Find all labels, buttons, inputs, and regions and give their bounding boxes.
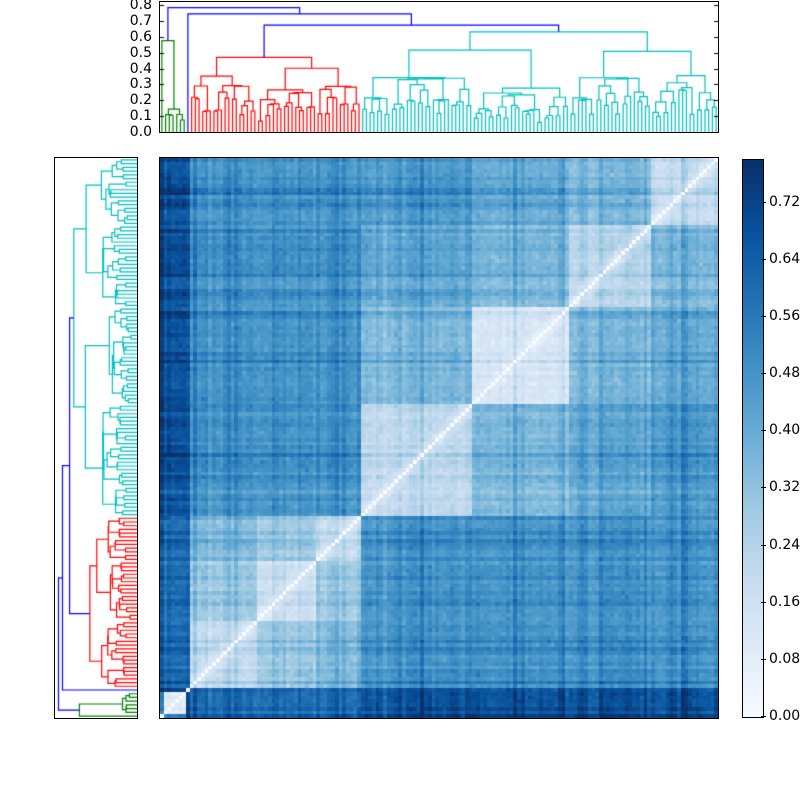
colorbar-tick-label: 0.32 bbox=[769, 479, 800, 496]
colorbar-canvas bbox=[743, 160, 763, 717]
colorbar-tick bbox=[761, 545, 766, 546]
colorbar-tick-label: 0.64 bbox=[769, 250, 800, 267]
top-dendrogram-y-axis: 0.0 0.1 0.2 0.3 0.4 0.5 0.6 0.7 0.8 bbox=[0, 0, 156, 150]
heatmap-panel bbox=[159, 157, 719, 719]
top-dendrogram-tick-label: 0.1 bbox=[129, 108, 152, 125]
top-dendrogram-tick-label: 0.7 bbox=[129, 13, 152, 30]
colorbar-tick-label: 0.40 bbox=[769, 422, 800, 439]
top-dendrogram-tick-label: 0.3 bbox=[129, 76, 152, 93]
colorbar-labels: 0.00 0.08 0.16 0.24 0.32 0.40 0.48 0.56 0.64 0.72 bbox=[769, 0, 800, 800]
colorbar-tick-label: 0.56 bbox=[769, 308, 800, 325]
colorbar-tick-label: 0.08 bbox=[769, 650, 800, 667]
top-dendrogram-tick-label: 0.5 bbox=[129, 44, 152, 61]
colorbar-tick bbox=[761, 487, 766, 488]
colorbar-tick-label: 0.48 bbox=[769, 365, 800, 382]
colorbar-panel bbox=[742, 159, 764, 718]
top-dendrogram-tick-label: 0.4 bbox=[129, 60, 152, 77]
top-dendrogram-panel bbox=[159, 1, 719, 133]
colorbar-tick-label: 0.16 bbox=[769, 593, 800, 610]
top-dendrogram-tick-label: 0.8 bbox=[129, 0, 152, 14]
top-dendrogram-tick-label: 0.6 bbox=[129, 28, 152, 45]
colorbar-tick-label: 0.72 bbox=[769, 193, 800, 210]
colorbar-tick bbox=[761, 259, 766, 260]
colorbar-tick bbox=[761, 602, 766, 603]
colorbar-tick bbox=[761, 716, 766, 717]
colorbar-tick bbox=[761, 202, 766, 203]
colorbar-tick bbox=[761, 373, 766, 374]
left-dendrogram-panel bbox=[54, 157, 138, 719]
colorbar-tick-label: 0.24 bbox=[769, 536, 800, 553]
top-dendrogram-canvas bbox=[160, 2, 718, 132]
left-dendrogram-canvas bbox=[55, 158, 137, 718]
top-dendrogram-tick-label: 0.2 bbox=[129, 92, 152, 109]
top-dendrogram-tick-label: 0.0 bbox=[129, 124, 152, 140]
colorbar-tick bbox=[761, 316, 766, 317]
heatmap-canvas bbox=[160, 158, 718, 718]
colorbar-tick bbox=[761, 659, 766, 660]
colorbar-tick bbox=[761, 430, 766, 431]
colorbar-tick-label: 0.00 bbox=[769, 708, 800, 724]
